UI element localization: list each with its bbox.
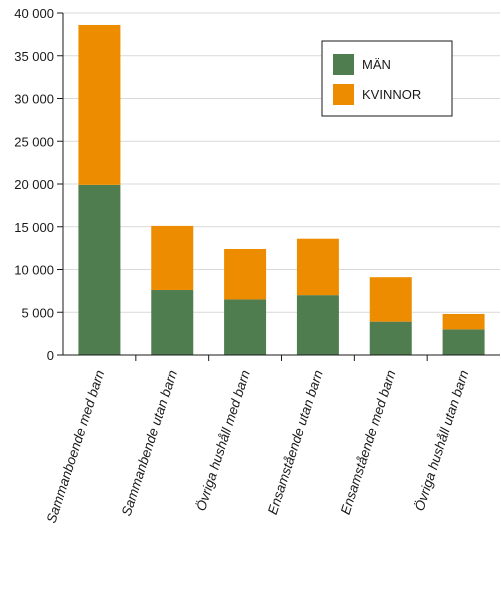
bar-women xyxy=(78,24,121,185)
bar-women xyxy=(369,277,412,322)
y-tick-label: 0 xyxy=(47,348,54,363)
legend-swatch-women xyxy=(333,84,354,105)
gridlines xyxy=(63,12,500,313)
y-tick-label: 15 000 xyxy=(14,220,54,235)
x-category-label: Övriga hushåll med barn xyxy=(193,368,253,513)
bar-women xyxy=(296,238,339,296)
y-tick-label: 10 000 xyxy=(14,263,54,278)
y-tick-label: 30 000 xyxy=(14,92,54,107)
bar-men xyxy=(369,321,412,355)
bar-men xyxy=(296,295,339,355)
x-category-label: Sammanboende med barn xyxy=(44,368,108,525)
y-axis-ticks: 0 5 000 10 000 15 000 20 000 25 000 30 000 35 0… xyxy=(14,6,63,363)
y-tick-label: 40 000 xyxy=(14,6,54,21)
legend: MÄN KVINNOR xyxy=(321,40,453,117)
x-category-label: Övriga hushåll utan barn xyxy=(412,368,472,513)
bars xyxy=(78,24,485,355)
legend-swatch-men xyxy=(333,54,354,75)
bar-women xyxy=(224,248,267,300)
bar-men xyxy=(78,184,121,355)
x-category-label: Ensamstående med barn xyxy=(338,368,399,516)
bar-women xyxy=(442,313,485,330)
y-tick-label: 5 000 xyxy=(21,305,54,320)
bar-men xyxy=(442,329,485,355)
x-axis-category-labels: Sammanboende med barn Sammanbende utan ba… xyxy=(44,368,472,525)
y-tick-label: 25 000 xyxy=(14,134,54,149)
y-tick-label: 20 000 xyxy=(14,177,54,192)
x-category-label: Sammanbende utan barn xyxy=(119,368,180,518)
bar-women xyxy=(151,225,194,291)
legend-label-women: KVINNOR xyxy=(362,87,421,102)
legend-label-men: MÄN xyxy=(362,57,391,72)
y-tick-label: 35 000 xyxy=(14,49,54,64)
bar-men xyxy=(224,299,267,355)
x-category-label: Ensamstående utan barn xyxy=(265,368,326,516)
bar-men xyxy=(151,290,194,355)
